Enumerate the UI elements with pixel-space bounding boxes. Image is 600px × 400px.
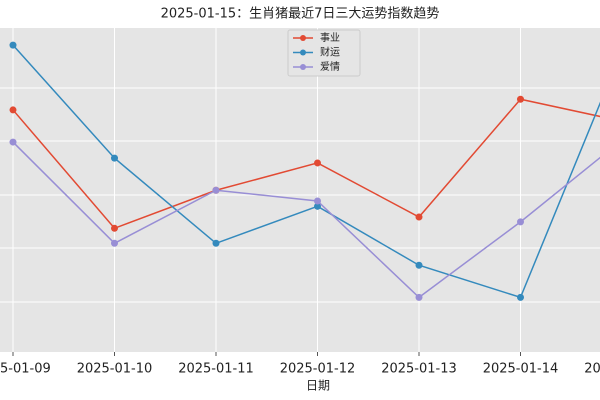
data-point — [415, 261, 423, 269]
data-point — [517, 218, 524, 226]
legend-marker — [300, 49, 306, 56]
data-point — [314, 159, 321, 167]
legend-label: 爱情 — [320, 60, 340, 73]
legend-marker — [300, 64, 306, 70]
data-point — [111, 224, 118, 232]
data-point — [517, 95, 524, 103]
data-point — [415, 213, 423, 221]
x-tick-label: 2025-01-13 — [381, 362, 457, 377]
data-point — [212, 239, 220, 247]
data-point — [517, 293, 524, 301]
data-point — [9, 41, 17, 49]
data-point — [415, 293, 423, 301]
legend-label: 财运 — [320, 46, 340, 59]
x-tick-label: 2025-01-11 — [178, 362, 254, 377]
x-tick-label: 2025-01-09 — [0, 362, 51, 377]
data-point — [9, 138, 17, 146]
chart-title: 2025-01-15：生肖猪最近7日三大运势指数趋势 — [161, 6, 440, 22]
x-tick-label: 2025-01-12 — [280, 362, 356, 377]
legend-box — [287, 29, 361, 77]
data-point — [111, 154, 118, 162]
data-point — [111, 239, 118, 247]
legend-marker — [300, 35, 306, 41]
data-point — [314, 202, 321, 210]
data-point — [212, 186, 220, 194]
x-axis-label: 日期 — [306, 379, 330, 393]
data-point — [9, 106, 17, 114]
x-tick-label: 2025-01-15 — [584, 362, 600, 377]
x-tick-label: 2025-01-10 — [77, 362, 153, 377]
x-tick-label: 2025-01-14 — [483, 362, 559, 377]
legend-label: 事业 — [320, 31, 340, 44]
data-point — [314, 197, 321, 205]
plot-area — [0, 28, 600, 352]
